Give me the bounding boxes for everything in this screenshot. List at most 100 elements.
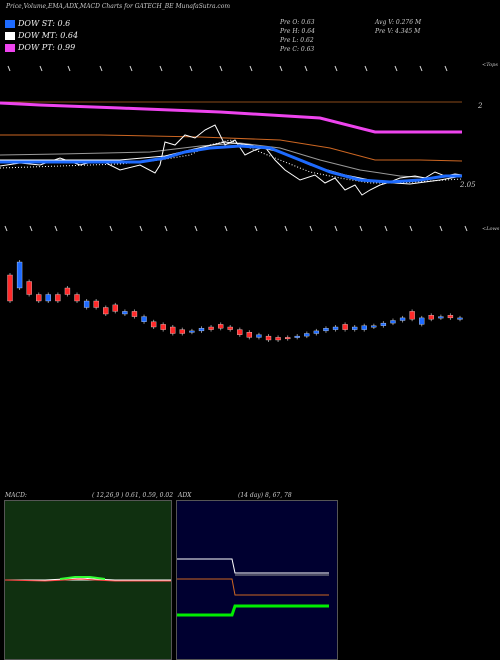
adx-green-line [177, 604, 329, 617]
candle-body [361, 325, 367, 330]
candle-body [380, 322, 387, 326]
adx-panel [176, 500, 338, 660]
candle-body [179, 329, 185, 334]
adx-label: ADX [178, 492, 192, 499]
tops-tick [189, 65, 193, 72]
candle-body [342, 324, 348, 330]
macd-signal-line [5, 578, 171, 582]
candle-body [256, 334, 262, 338]
candle-body [399, 317, 406, 321]
candle-body [323, 328, 329, 332]
candle-body [390, 320, 396, 324]
candle-body [45, 294, 51, 302]
dow-st-line [0, 144, 462, 184]
info-pre-open: Pre O: 0.63 [280, 19, 315, 26]
candle-body [227, 326, 233, 330]
price-tick-2: 2 [478, 102, 483, 110]
chart-title: Price,Volume,EMA,ADX,MACD Charts for GAT… [6, 3, 231, 10]
adx-params: (14 day) 8, 67, 78 [238, 492, 292, 499]
candle-body [122, 311, 128, 315]
lows-tick [139, 225, 143, 232]
candle-body [141, 316, 147, 322]
legend-dow-pt: DOW PT: 0.99 [18, 43, 76, 52]
candle-body [150, 321, 157, 328]
lows-tick [439, 225, 443, 232]
candle-body [160, 324, 166, 330]
candle-body [26, 281, 32, 295]
tops-tick [159, 65, 163, 72]
lows-tick [409, 225, 413, 232]
candle-body [409, 311, 415, 320]
adx-white-line [177, 558, 329, 574]
info-pre-volume: Pre V: 4.345 M [375, 28, 421, 35]
macd-svg [5, 576, 171, 582]
lows-tick [54, 225, 58, 232]
price-tick-205: 2.05 [460, 181, 476, 189]
candle-body [265, 335, 272, 341]
lows-tick [224, 225, 228, 232]
legend-dow-st: DOW ST: 0.6 [18, 19, 71, 28]
legend-swatch-pt [5, 44, 15, 52]
tops-label: <Tops [482, 62, 498, 68]
legend-swatch-st [5, 20, 15, 28]
tops-tick [219, 65, 223, 72]
tops-tick [99, 65, 103, 72]
candle-body [7, 274, 13, 302]
dow-pt-line [0, 101, 462, 134]
candle-body [198, 328, 205, 332]
adx-orange-line [177, 578, 329, 596]
candle-body [294, 335, 300, 338]
candle-body [285, 337, 291, 340]
tops-tick [67, 65, 71, 72]
lows-tick [109, 225, 113, 232]
info-pre-low: Pre L: 0.62 [280, 37, 314, 44]
tops-tick [129, 65, 133, 72]
tops-tick [334, 65, 338, 72]
legend-swatch-mt [5, 32, 15, 40]
lows-tick [29, 225, 33, 232]
candle-body [438, 316, 444, 319]
candle-body [304, 333, 310, 337]
tops-tick [394, 65, 398, 72]
macd-params: ( 12,26,9 ) 0.61, 0.59, 0.02 [92, 492, 174, 499]
lows-ticks [4, 225, 468, 232]
ema-orange-line [0, 134, 463, 162]
tops-tick [304, 65, 308, 72]
lows-tick [254, 225, 258, 232]
lows-tick [359, 225, 363, 232]
candle-body [457, 317, 463, 320]
macd-label: MACD: [5, 492, 27, 499]
candle-body [170, 326, 176, 334]
candle-body [112, 304, 118, 312]
lows-tick [79, 225, 83, 232]
lows-tick [194, 225, 198, 232]
candle-body [74, 294, 80, 302]
candle-body [419, 317, 425, 325]
lows-tick [164, 225, 168, 232]
lows-tick [334, 225, 338, 232]
lows-tick [384, 225, 388, 232]
tops-tick [364, 65, 368, 72]
candle-body [237, 329, 243, 335]
candle-body [246, 332, 253, 338]
candle-body [93, 300, 99, 308]
info-pre-high: Pre H: 0.64 [280, 28, 315, 35]
tops-tick [279, 65, 283, 72]
macd-hist-line [59, 576, 106, 580]
lows-tick [4, 225, 8, 232]
macd-line [5, 577, 171, 582]
info-avg-volume: Avg V: 0.276 M [375, 19, 422, 26]
candle-body [83, 300, 90, 308]
candle-body [217, 324, 224, 329]
lows-tick [464, 225, 468, 232]
candle-body [36, 294, 42, 302]
tops-tick [444, 65, 448, 72]
candle-body [332, 326, 339, 330]
adx-svg [177, 558, 329, 617]
candle-body [371, 325, 377, 328]
candle-body [275, 337, 281, 341]
candle-body [64, 287, 71, 295]
tops-ticks [7, 65, 448, 72]
